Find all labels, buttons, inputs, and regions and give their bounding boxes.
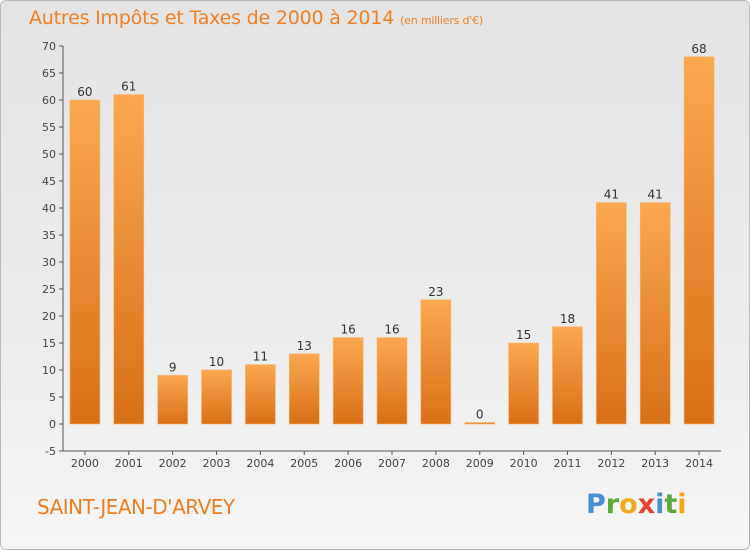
y-tick-label: 30 (42, 256, 56, 269)
data-label: 0 (476, 408, 484, 422)
logo-letter: P (586, 489, 606, 520)
data-label: 16 (384, 323, 399, 337)
chart-bars (69, 56, 715, 425)
logo-letter: i (677, 489, 687, 520)
data-label: 41 (604, 188, 619, 202)
x-tick-label: 2010 (510, 457, 538, 470)
commune-name: SAINT-JEAN-D'ARVEY (37, 495, 235, 519)
data-label: 18 (560, 312, 575, 326)
y-tick-label: 0 (49, 418, 56, 431)
y-tick-label: 50 (42, 148, 56, 161)
data-label: 9 (169, 360, 177, 374)
x-tick-label: 2012 (597, 457, 625, 470)
y-tick-label: 15 (42, 337, 56, 350)
y-tick-label: 35 (42, 229, 56, 242)
chart-data-labels: 60 61 9 10 11 13 16 16 23 0 15 18 41 41 68 (77, 42, 706, 422)
x-tick-label: 2004 (246, 457, 274, 470)
data-label: 13 (297, 339, 312, 353)
x-tick-label: 2009 (466, 457, 494, 470)
x-tick-label: 2007 (378, 457, 406, 470)
bar (69, 99, 101, 425)
bar (639, 202, 671, 425)
data-label: 41 (648, 188, 663, 202)
data-label: 23 (428, 285, 443, 299)
bar (113, 94, 145, 425)
y-tick-label: 55 (42, 121, 56, 134)
proxiti-logo[interactable]: Proxiti (586, 489, 687, 520)
data-label: 10 (209, 355, 224, 369)
bar (245, 364, 276, 425)
data-label: 15 (516, 328, 531, 342)
x-tick-label: 2006 (334, 457, 362, 470)
bar (508, 342, 539, 425)
x-tick-label: 2002 (159, 457, 187, 470)
logo-letter: t (664, 489, 678, 520)
data-label: 60 (77, 85, 92, 99)
data-label: 11 (253, 350, 268, 364)
bar (552, 326, 583, 425)
bar (464, 422, 496, 425)
logo-letter: i (655, 489, 665, 520)
chart-title: Autres Impôts et Taxes de 2000 à 2014 (en… (29, 7, 483, 29)
x-tick-label: 2008 (422, 457, 450, 470)
y-tick-label: 45 (42, 175, 56, 188)
chart-axes: -5 0 5 10 15 20 25 30 35 40 45 50 55 60 65 70 2000 2001 20… (42, 40, 721, 470)
x-tick-label: 2011 (553, 457, 581, 470)
x-tick-label: 2001 (115, 457, 143, 470)
x-tick-label: 2003 (203, 457, 231, 470)
data-label: 61 (121, 80, 136, 94)
bar (332, 337, 364, 425)
x-tick-label: 2005 (290, 457, 318, 470)
logo-letter: o (619, 489, 638, 520)
x-tick-label: 2013 (641, 457, 669, 470)
y-tick-label: 70 (42, 40, 56, 53)
y-tick-label: 10 (42, 364, 56, 377)
y-tick-label: 25 (42, 283, 56, 296)
bar (376, 337, 408, 425)
logo-letter: r (605, 489, 620, 520)
x-tick-label: 2014 (685, 457, 713, 470)
chart-unit: (en milliers d'€) (400, 14, 483, 27)
y-tick-label: 20 (42, 310, 56, 323)
bar (288, 353, 320, 425)
data-label: 68 (691, 42, 706, 56)
y-tick-label: 5 (49, 391, 56, 404)
logo-letter: x (637, 489, 656, 520)
bar (596, 202, 627, 425)
y-tick-label: 60 (42, 94, 56, 107)
data-label: 16 (340, 323, 355, 337)
x-tick-label: 2000 (71, 457, 99, 470)
bar (683, 56, 715, 425)
bar (201, 369, 232, 425)
y-tick-label: -5 (45, 445, 56, 458)
bar (157, 375, 188, 425)
chart-title-text: Autres Impôts et Taxes de 2000 à 2014 (29, 7, 395, 29)
y-tick-label: 40 (42, 202, 56, 215)
y-tick-label: 65 (42, 67, 56, 80)
bar (420, 299, 452, 425)
